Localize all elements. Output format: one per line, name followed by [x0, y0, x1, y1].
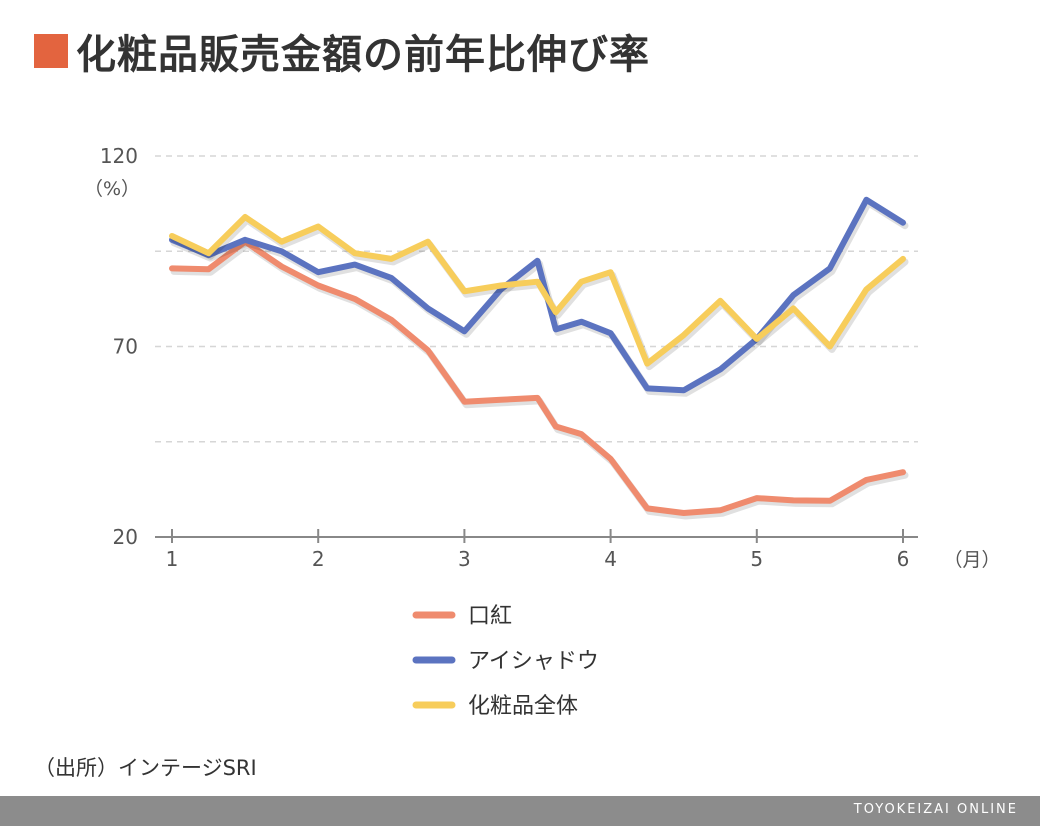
title-row: 化粧品販売金額の前年比伸び率	[34, 22, 650, 80]
series-shadow-eyeshadow	[170, 199, 909, 397]
y-tick-label: 120	[100, 144, 138, 168]
series-line-eyeshadow	[169, 196, 906, 394]
footer-brand: TOYOKEIZAI ONLINE	[853, 802, 1018, 817]
x-tick-label: 5	[750, 547, 763, 571]
axes: 1 2 3 4 5 6 （月） 20 70 120 （%）	[84, 144, 1001, 571]
series-lines	[169, 196, 909, 520]
chart-title: 化粧品販売金額の前年比伸び率	[76, 32, 650, 78]
x-unit-label: （月）	[943, 549, 1000, 571]
title-square-icon	[34, 34, 68, 68]
legend-label-total: 化粧品全体	[468, 694, 578, 719]
y-unit-label: （%）	[84, 178, 140, 200]
y-tick-label: 20	[113, 525, 138, 549]
x-tick-label: 4	[604, 547, 617, 571]
x-tick-label: 1	[166, 547, 179, 571]
series-line-lipstick	[169, 238, 906, 516]
x-tick-label: 3	[458, 547, 471, 571]
x-tick-label: 6	[897, 547, 910, 571]
y-tick-label: 70	[113, 335, 138, 359]
legend-label-eyeshadow: アイシャドウ	[468, 649, 599, 674]
source-note: （出所）インテージSRI	[34, 756, 257, 780]
footer-bar: TOYOKEIZAI ONLINE	[0, 796, 1040, 826]
x-tick-label: 2	[312, 547, 325, 571]
legend-label-lipstick: 口紅	[468, 604, 512, 629]
series-line-total	[169, 214, 906, 367]
